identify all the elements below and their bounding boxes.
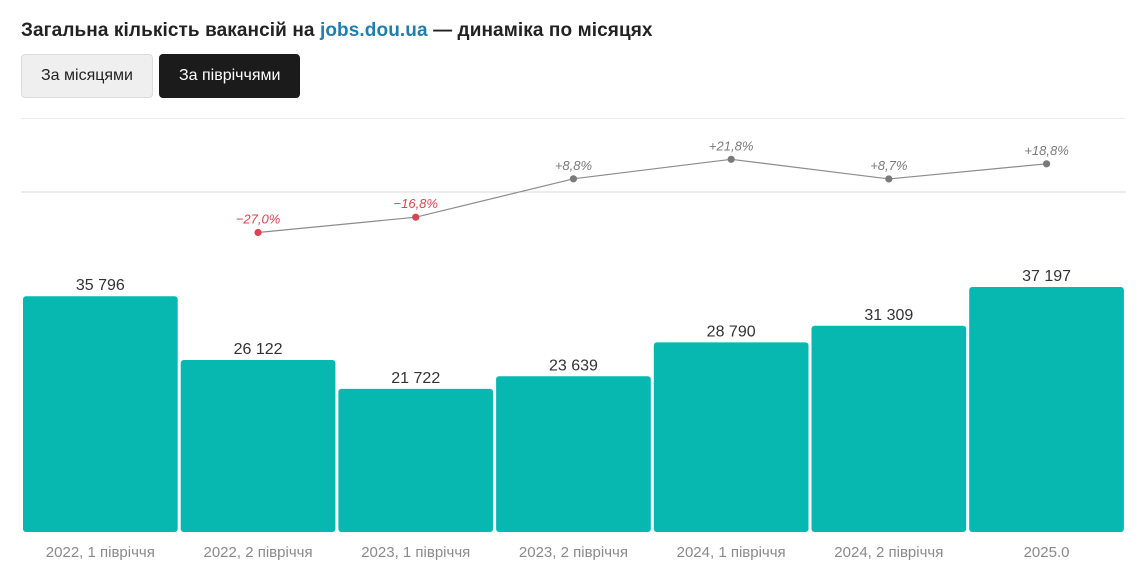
change-label: +21,8% (709, 138, 753, 153)
bar[interactable] (496, 376, 651, 532)
category-label: 2023, 2 півріччя (519, 544, 628, 561)
category-label: 2025.0 (1024, 544, 1070, 561)
change-point[interactable] (254, 228, 262, 237)
bar[interactable] (23, 296, 178, 532)
change-label: −16,8% (394, 196, 438, 211)
bar-value-label: 21 722 (391, 370, 440, 387)
title-prefix: Загальна кількість вакансій на (21, 20, 320, 41)
bar-value-label: 23 639 (549, 357, 598, 374)
change-point[interactable] (569, 175, 578, 183)
bar[interactable] (338, 388, 494, 532)
bar-value-label: 35 796 (76, 277, 125, 294)
change-point[interactable] (727, 155, 735, 163)
bar[interactable] (180, 359, 336, 532)
category-label: 2022, 2 півріччя (204, 544, 313, 561)
change-line (257, 158, 1047, 234)
bar-value-label: 37 197 (1022, 268, 1071, 285)
bar[interactable] (653, 342, 809, 532)
title-link[interactable]: jobs.dou.ua (319, 20, 428, 41)
title-suffix: — динаміка по місяцях (427, 20, 653, 41)
change-label: +18,8% (1024, 143, 1068, 158)
tab-by-half-years[interactable]: За півріччями (159, 54, 301, 98)
change-label: −27,0% (236, 212, 280, 227)
change-label: +8,8% (555, 158, 592, 173)
category-label: 2022, 1 півріччя (46, 544, 155, 561)
bar-value-label: 31 309 (864, 307, 913, 324)
period-tabs: За місяцями За півріччями (21, 54, 301, 98)
category-label: 2024, 1 півріччя (677, 544, 786, 561)
bar[interactable] (969, 287, 1124, 532)
bar-value-label: 28 790 (707, 323, 756, 340)
top-divider (21, 118, 1126, 119)
category-label: 2024, 2 півріччя (834, 544, 943, 561)
bar-value-label: 26 122 (234, 341, 283, 358)
change-label: +8,7% (870, 158, 907, 173)
page-title: Загальна кількість вакансій на jobs.dou.… (21, 20, 653, 42)
change-point[interactable] (412, 213, 420, 221)
change-point[interactable] (1042, 160, 1051, 168)
category-label: 2023, 1 півріччя (361, 544, 470, 561)
tab-by-months[interactable]: За місяцями (21, 54, 153, 98)
change-point[interactable] (885, 175, 893, 183)
bar[interactable] (811, 325, 967, 532)
